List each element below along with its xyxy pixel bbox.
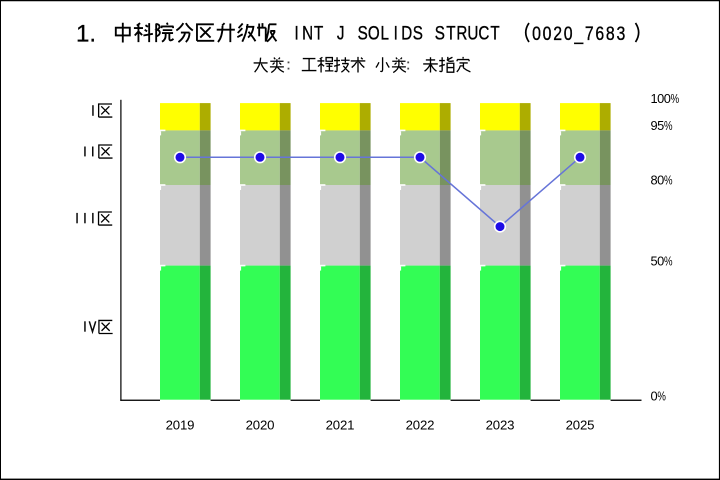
svg-text:6: 6	[595, 23, 604, 45]
svg-text:7: 7	[585, 23, 594, 45]
svg-text:%: %	[664, 120, 673, 134]
svg-text:0: 0	[664, 91, 671, 106]
svg-text:S: S	[435, 22, 445, 44]
svg-text:_: _	[573, 23, 584, 46]
svg-text:8: 8	[651, 173, 658, 188]
svg-text:O: O	[368, 22, 380, 44]
svg-text:5: 5	[651, 254, 658, 269]
svg-text:0: 0	[543, 23, 552, 45]
svg-text:R: R	[456, 22, 467, 44]
svg-text:2025: 2025	[566, 418, 595, 433]
svg-text:S: S	[358, 22, 368, 44]
svg-text:8: 8	[606, 23, 615, 45]
svg-text:0: 0	[532, 23, 541, 45]
svg-text:C: C	[478, 22, 489, 44]
svg-text:0: 0	[564, 23, 573, 45]
svg-text:2022: 2022	[406, 418, 435, 433]
svg-text:2: 2	[553, 23, 562, 45]
svg-text:1: 1	[651, 91, 658, 106]
svg-text:%: %	[664, 255, 673, 269]
svg-text:2020: 2020	[246, 418, 275, 433]
svg-text:3: 3	[616, 23, 625, 45]
svg-text:J: J	[337, 22, 345, 44]
svg-text:T: T	[314, 22, 324, 44]
svg-text:D: D	[401, 22, 412, 44]
svg-text:2019: 2019	[166, 418, 195, 433]
svg-text:T: T	[446, 22, 456, 44]
svg-text:5: 5	[657, 118, 664, 133]
svg-text:2021: 2021	[326, 418, 355, 433]
svg-text:S: S	[413, 22, 423, 44]
svg-text:%: %	[671, 93, 680, 107]
svg-text:9: 9	[651, 118, 658, 133]
svg-text:0: 0	[657, 91, 664, 106]
svg-text:1.: 1.	[76, 20, 96, 47]
svg-text:N: N	[302, 22, 313, 44]
svg-text:%: %	[664, 175, 673, 189]
svg-text:%: %	[657, 390, 666, 404]
svg-text:2023: 2023	[486, 418, 515, 433]
svg-text:0: 0	[651, 389, 658, 404]
svg-text:L: L	[381, 22, 390, 44]
svg-text:I: I	[394, 22, 398, 44]
svg-text:0: 0	[657, 254, 664, 269]
svg-text:I: I	[295, 22, 299, 44]
svg-text:0: 0	[657, 173, 664, 188]
svg-text:T: T	[490, 22, 500, 44]
svg-text:U: U	[467, 22, 478, 44]
